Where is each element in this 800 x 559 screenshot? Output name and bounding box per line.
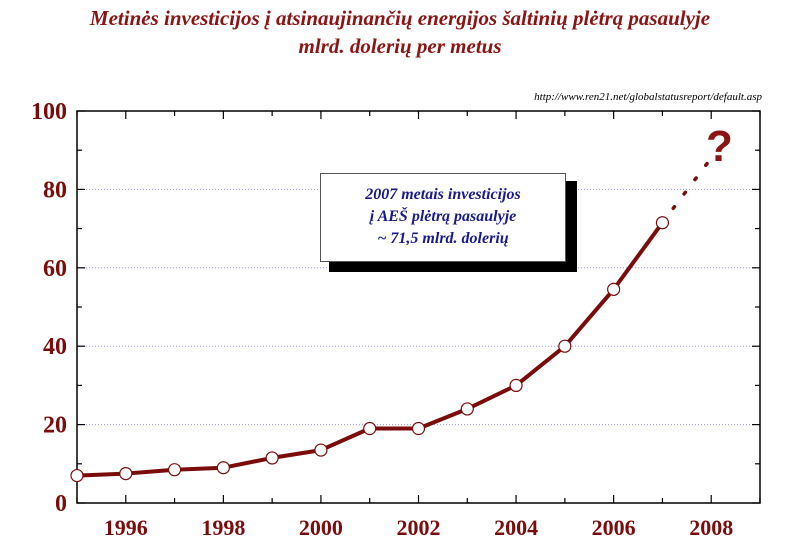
annotation-box-body: 2007 metais investicijos į AEŠ plėtrą pa… xyxy=(320,173,566,262)
data-point xyxy=(70,468,84,483)
data-point xyxy=(509,378,523,392)
annotation-line-3: ~ 71,5 mlrd. dolerių xyxy=(377,230,509,247)
source-url: http://www.ren21.net/globalstatusreport/… xyxy=(534,91,762,103)
y-tick-label: 60 xyxy=(43,256,67,282)
y-tick-label: 80 xyxy=(43,177,67,203)
plot-frame xyxy=(76,110,761,504)
x-tick-label: 1998 xyxy=(201,515,245,540)
data-point xyxy=(167,463,182,477)
x-tick-label: 2002 xyxy=(397,515,441,540)
data-point xyxy=(411,421,426,436)
data-point xyxy=(607,282,621,296)
data-point xyxy=(216,461,230,475)
x-tick-label: 1996 xyxy=(104,515,148,540)
y-tick-label: 0 xyxy=(55,491,67,517)
x-tick-label: 2004 xyxy=(494,515,538,540)
annotation-line-2: į AEŠ plėtrą pasaulyje xyxy=(369,208,517,225)
data-point xyxy=(265,451,279,465)
data-point xyxy=(655,216,670,230)
annotation-line-1: 2007 metais investicijos xyxy=(365,186,521,203)
x-tick-label: 2000 xyxy=(299,515,343,540)
x-tick-label: 2006 xyxy=(592,515,636,540)
projection-line xyxy=(660,156,713,225)
question-mark: ? xyxy=(706,122,733,171)
x-tick-label: 2008 xyxy=(689,515,733,540)
chart-subtitle: mlrd. dolerių per metus xyxy=(298,34,502,58)
data-point xyxy=(314,443,328,457)
y-tick-label: 20 xyxy=(43,413,67,439)
y-tick-label: 40 xyxy=(43,334,67,360)
y-tick-label: 100 xyxy=(31,99,67,125)
chart-title: Metinės investicijos į atsinaujinančių e… xyxy=(89,6,711,30)
data-point xyxy=(460,402,474,416)
data-point xyxy=(119,467,133,481)
data-point xyxy=(363,421,377,436)
data-point xyxy=(558,339,572,353)
